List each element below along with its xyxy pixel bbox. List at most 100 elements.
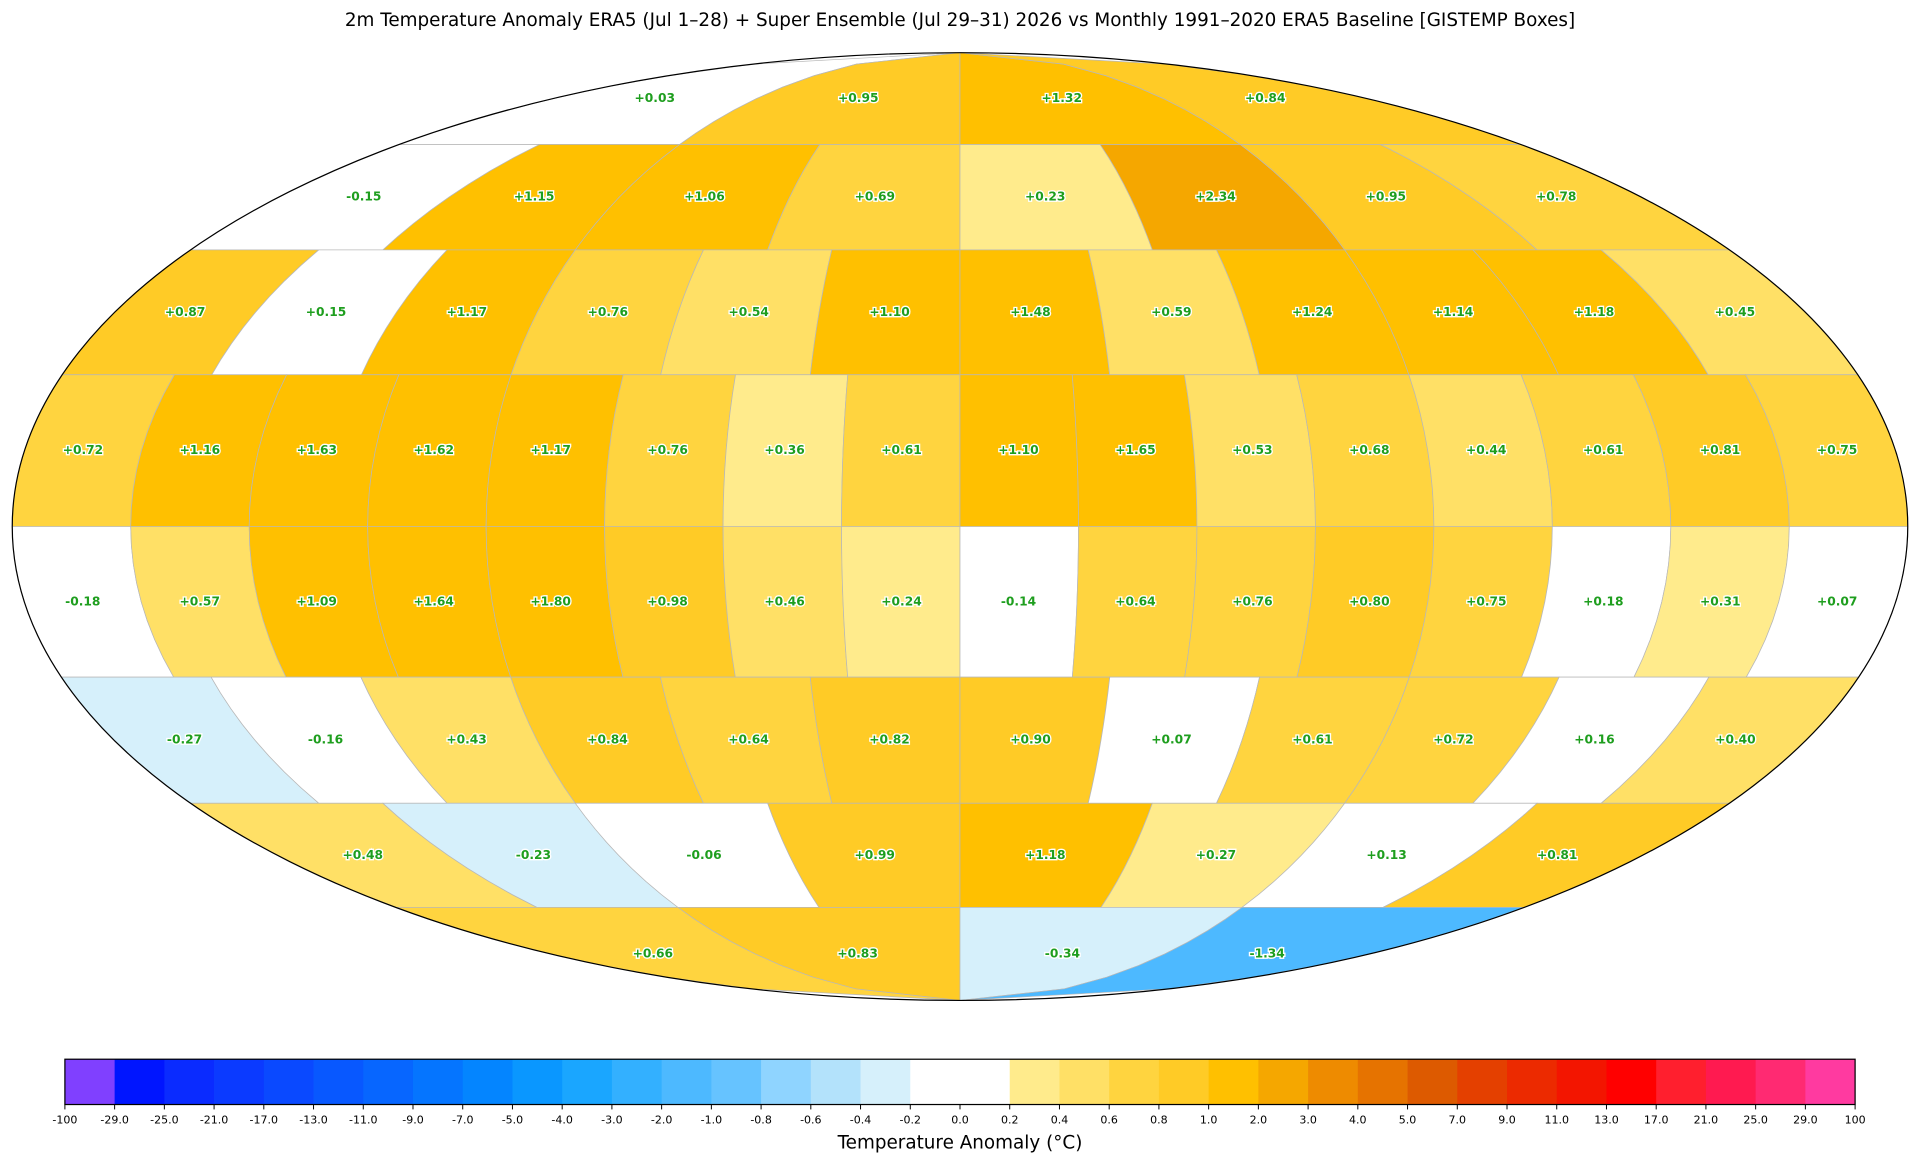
colorbar-swatch bbox=[661, 1059, 712, 1105]
box-label: +0.90 bbox=[1010, 733, 1050, 747]
colorbar-swatch bbox=[263, 1059, 314, 1105]
colorbar-tick-label: 0.0 bbox=[951, 1113, 969, 1126]
colorbar-tick-label: -9.0 bbox=[402, 1113, 424, 1126]
box-label: +1.10 bbox=[869, 305, 909, 319]
box-label: +0.24 bbox=[881, 594, 921, 608]
colorbar-tick-label: -3.0 bbox=[601, 1113, 623, 1126]
box-label: +0.83 bbox=[837, 946, 877, 960]
box-label: -0.34 bbox=[1045, 946, 1080, 960]
colorbar-swatch bbox=[1705, 1059, 1757, 1105]
box-label: +0.27 bbox=[1196, 848, 1236, 862]
colorbar-tick-label: -11.0 bbox=[349, 1113, 378, 1126]
box-label: +0.81 bbox=[1537, 848, 1577, 862]
colorbar-tick-label: 29.0 bbox=[1793, 1113, 1818, 1126]
box-label: +0.61 bbox=[881, 443, 921, 457]
box-label: +0.72 bbox=[63, 443, 103, 457]
colorbar-tick-label: -25.0 bbox=[150, 1113, 179, 1126]
box-label: +1.14 bbox=[1433, 305, 1473, 319]
colorbar-swatch bbox=[462, 1059, 513, 1105]
colorbar-swatch bbox=[412, 1059, 464, 1105]
colorbar-tick-label: -21.0 bbox=[200, 1113, 229, 1126]
colorbar-swatch bbox=[562, 1059, 613, 1105]
box-label: +0.16 bbox=[1574, 733, 1614, 747]
colorbar-tick-label: -17.0 bbox=[250, 1113, 279, 1126]
box-label: +1.65 bbox=[1115, 443, 1155, 457]
colorbar-swatch bbox=[1556, 1059, 1607, 1105]
box-label: +1.17 bbox=[530, 443, 570, 457]
box-labels: +0.03 +0.95 +1.32 +0.84 -0.15 +1.15 +1.06 +0.69… bbox=[61, 90, 1858, 962]
box-label: +0.72 bbox=[1433, 733, 1473, 747]
colorbar-tick-label: -7.0 bbox=[452, 1113, 474, 1126]
colorbar-swatch bbox=[1009, 1059, 1060, 1105]
colorbar-swatch bbox=[1606, 1059, 1657, 1105]
box-label: +0.81 bbox=[1700, 443, 1740, 457]
colorbar-tick-label: -29.0 bbox=[100, 1113, 129, 1126]
box-label: +0.78 bbox=[1536, 190, 1576, 204]
colorbar-tick-label: -5.0 bbox=[502, 1113, 524, 1126]
box-label: +0.43 bbox=[446, 733, 486, 747]
colorbar-swatch bbox=[64, 1059, 115, 1105]
colorbar-swatch bbox=[1308, 1059, 1359, 1105]
colorbar-swatch bbox=[1059, 1059, 1110, 1105]
colorbar-swatch bbox=[1407, 1059, 1458, 1105]
box-label: +0.82 bbox=[869, 733, 909, 747]
box-label: +0.57 bbox=[180, 594, 220, 608]
box-label: +0.36 bbox=[764, 443, 804, 457]
box-label: +0.18 bbox=[1583, 594, 1623, 608]
colorbar-tick-label: 9.0 bbox=[1498, 1113, 1516, 1126]
box-label: +0.48 bbox=[343, 848, 383, 862]
box-label: +0.64 bbox=[728, 733, 768, 747]
box-label: -0.23 bbox=[516, 848, 551, 862]
colorbar-swatch bbox=[1656, 1059, 1707, 1105]
title: 2m Temperature Anomaly ERA5 (Jul 1–28) +… bbox=[345, 10, 1575, 31]
colorbar-tick-label: 17.0 bbox=[1644, 1113, 1669, 1126]
colorbar-swatch bbox=[1755, 1059, 1806, 1105]
box-label: +1.06 bbox=[684, 190, 724, 204]
box-label: +0.61 bbox=[1292, 733, 1332, 747]
colorbar-tick-label: 3.0 bbox=[1299, 1113, 1317, 1126]
box-label: +0.07 bbox=[1817, 594, 1857, 608]
box-label: +0.69 bbox=[855, 190, 895, 204]
box-label: +1.10 bbox=[998, 443, 1038, 457]
colorbar-tick-label: 11.0 bbox=[1544, 1113, 1569, 1126]
box-label: -1.34 bbox=[1250, 946, 1285, 960]
box-label: +0.15 bbox=[306, 305, 346, 319]
box-label: +0.66 bbox=[633, 946, 673, 960]
colorbar-tick-label: -0.2 bbox=[900, 1113, 922, 1126]
globe-outline bbox=[11, 52, 1909, 1002]
box-label: +0.84 bbox=[1245, 91, 1285, 105]
box-label: +0.46 bbox=[764, 594, 804, 608]
colorbar-tick-label: -13.0 bbox=[299, 1113, 328, 1126]
box-label: -0.16 bbox=[308, 733, 343, 747]
colorbar: -100 -29.0 -25.0 -21.0 -17.0 -13.0 -11.0 -9.0 -7… bbox=[52, 1058, 1866, 1126]
colorbar-swatch bbox=[214, 1059, 265, 1105]
box-label: +1.32 bbox=[1042, 91, 1082, 105]
colorbar-tick-label: 13.0 bbox=[1594, 1113, 1619, 1126]
box-label: +0.61 bbox=[1583, 443, 1623, 457]
box-label: +0.23 bbox=[1025, 190, 1065, 204]
box-label: +1.16 bbox=[180, 443, 220, 457]
box-label: +2.34 bbox=[1195, 190, 1235, 204]
colorbar-tick-label: 0.2 bbox=[1001, 1113, 1019, 1126]
colorbar-tick-label: -0.6 bbox=[800, 1113, 822, 1126]
anomaly-boxes bbox=[12, 52, 1908, 1001]
colorbar-tick-label: 21.0 bbox=[1694, 1113, 1719, 1126]
box-label: +1.48 bbox=[1010, 305, 1050, 319]
box-label: +1.09 bbox=[296, 594, 336, 608]
colorbar-tick-label: 7.0 bbox=[1449, 1113, 1467, 1126]
colorbar-tick-label: -0.4 bbox=[850, 1113, 872, 1126]
colorbar-tick-label: 5.0 bbox=[1399, 1113, 1417, 1126]
box-label: +0.95 bbox=[1366, 190, 1406, 204]
colorbar-swatch bbox=[1208, 1059, 1259, 1105]
box-label: +1.64 bbox=[413, 594, 453, 608]
colorbar-tick-label: -1.0 bbox=[701, 1113, 723, 1126]
box-label: +0.64 bbox=[1115, 594, 1155, 608]
box-label: +0.98 bbox=[647, 594, 687, 608]
colorbar-tick-label: 0.4 bbox=[1051, 1113, 1069, 1126]
colorbar-tick-label: 4.0 bbox=[1349, 1113, 1367, 1126]
box-label: +0.76 bbox=[588, 305, 628, 319]
box-label: +0.76 bbox=[1232, 594, 1272, 608]
box-label: +0.03 bbox=[635, 91, 675, 105]
